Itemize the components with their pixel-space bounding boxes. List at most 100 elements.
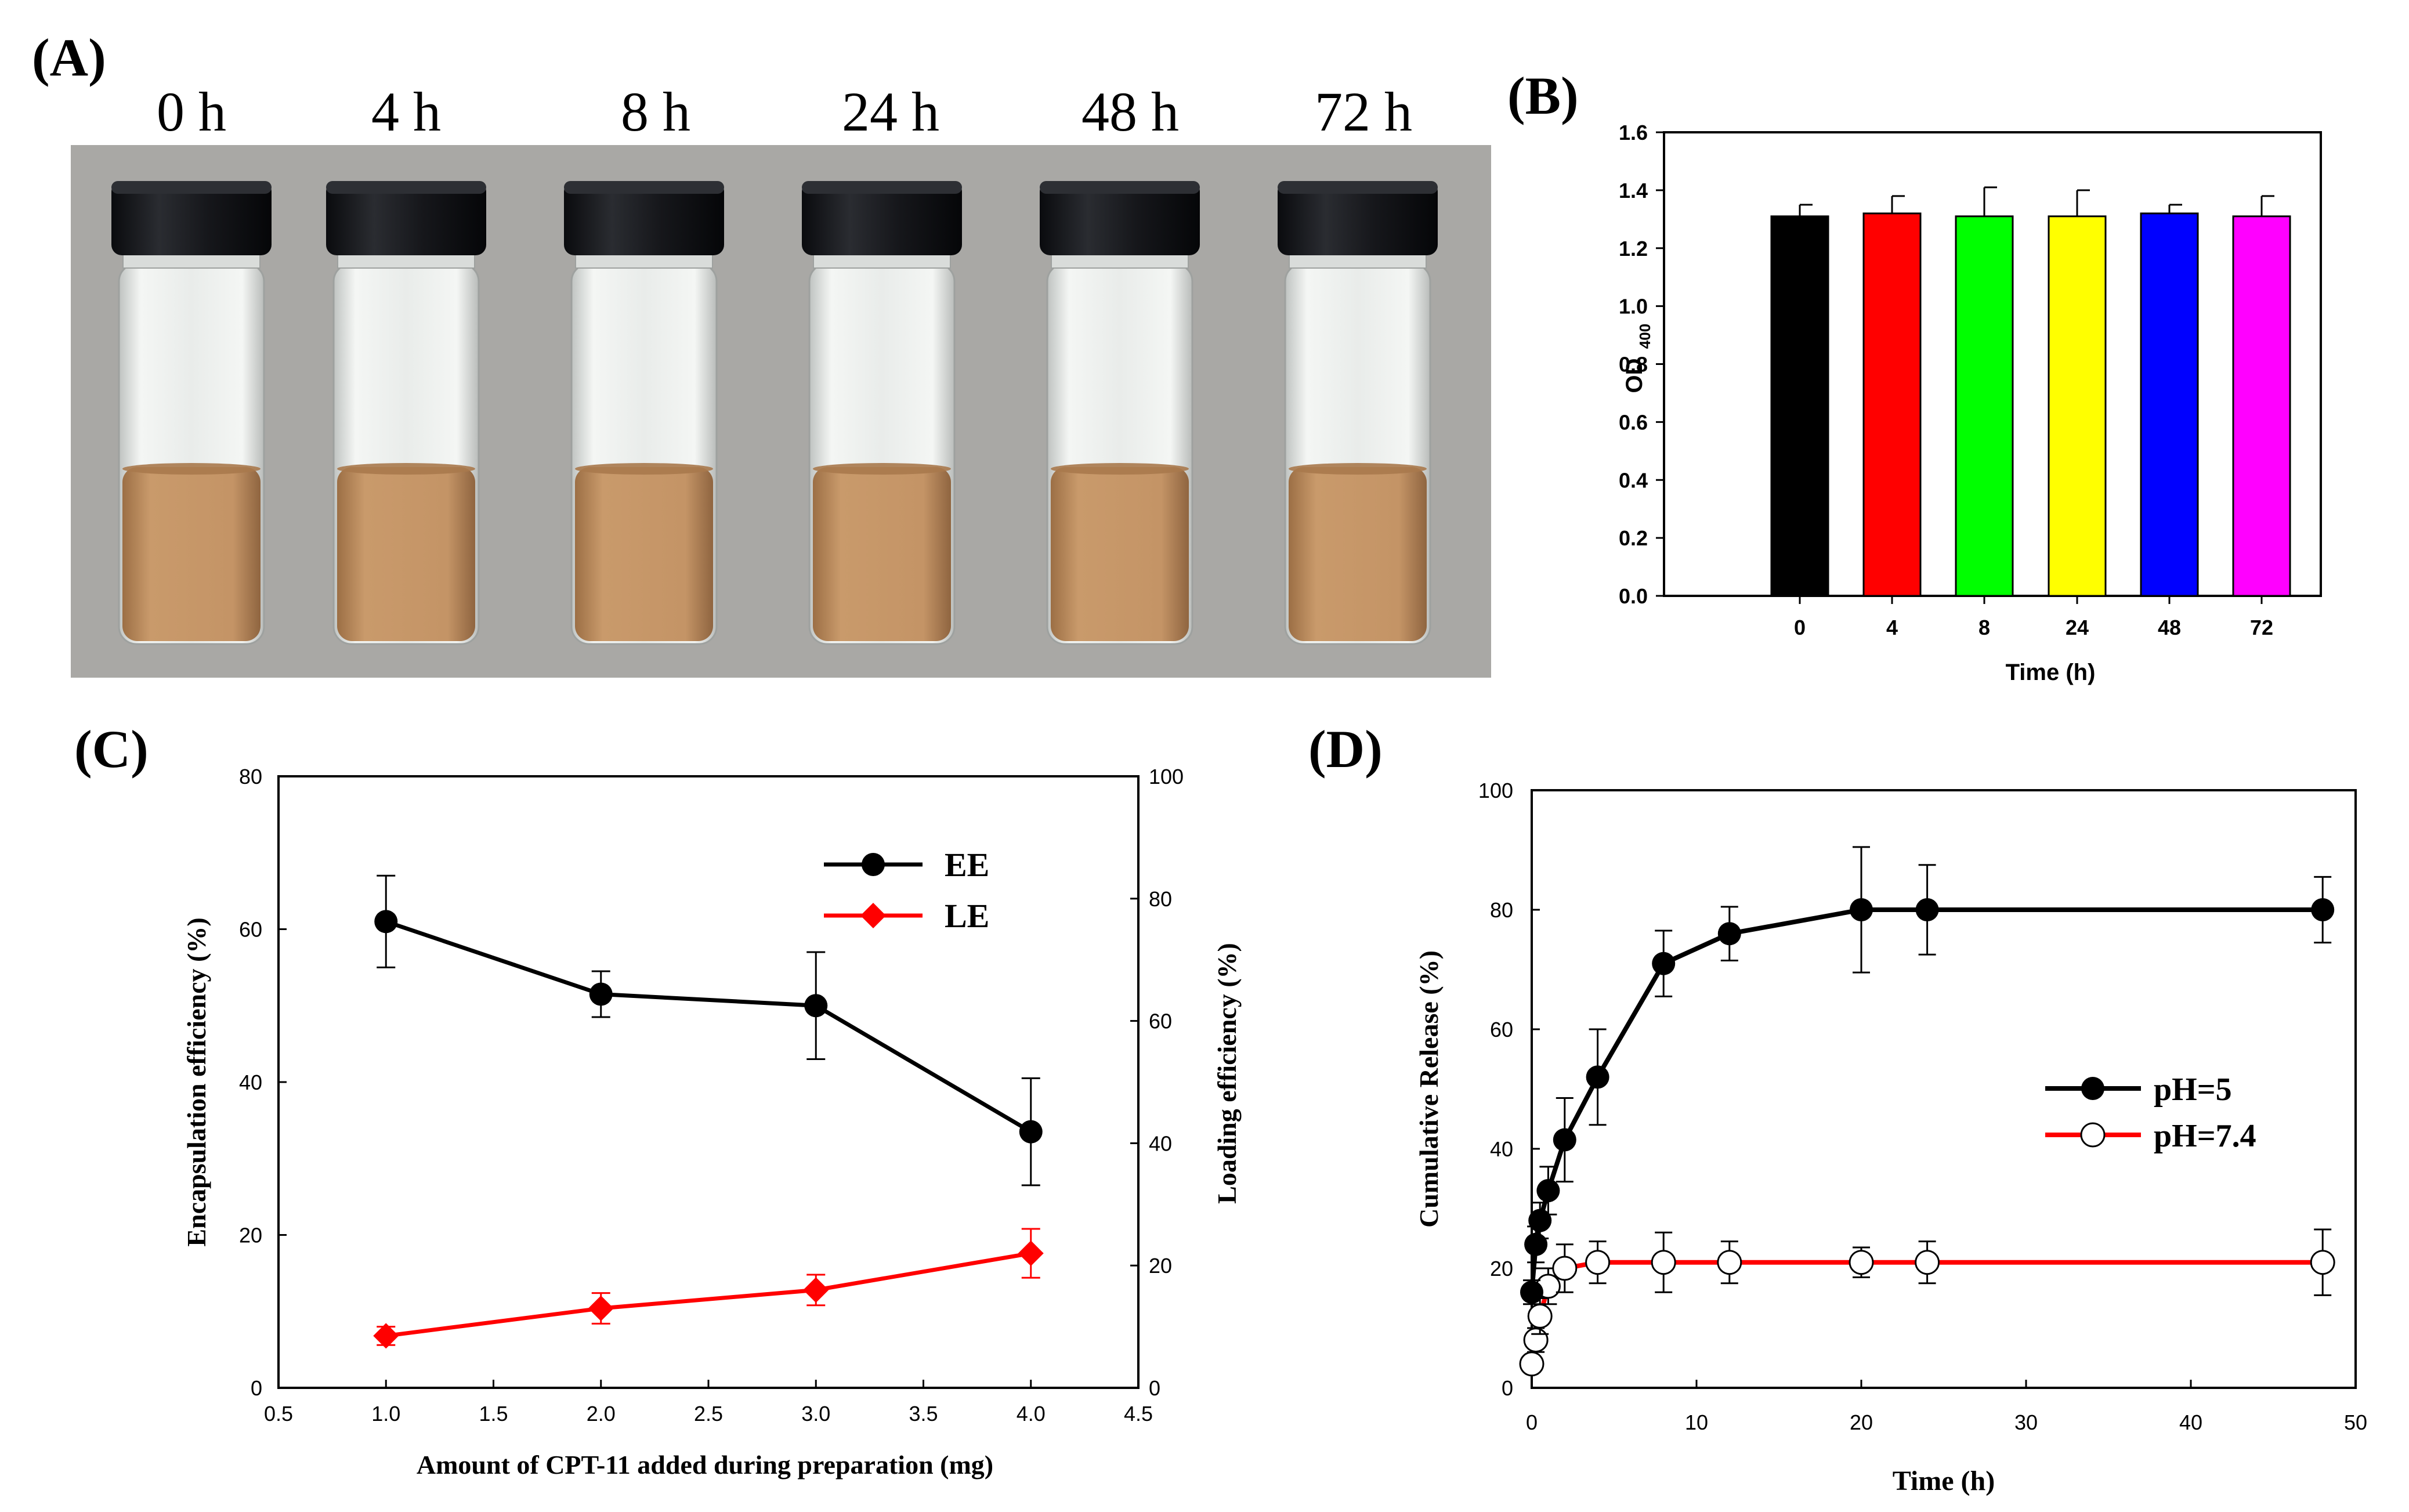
vial [111,181,272,645]
vial [564,181,724,645]
x-tick-label: 48 [2158,616,2181,639]
data-point [1519,1351,1544,1377]
x-tick-label: 0.5 [264,1402,293,1426]
series-line-le [385,1251,1032,1338]
vial-cap [802,181,962,255]
vial-liquid [813,467,951,641]
data-point [1585,1250,1611,1275]
y-axis-title: Encapsulation efficiency (%) [182,917,211,1246]
bar [2048,215,2107,597]
vial-cap [1278,181,1438,255]
y-tick-label: 0.2 [1619,526,1648,550]
time-label: 8 h [621,81,690,143]
y-tick-label: 1.6 [1619,121,1648,144]
y-tick-label: 0 [251,1376,262,1400]
liquid-meniscus [1051,463,1189,475]
bar [1770,215,1829,597]
y-axis-title-subscript: 400 [1636,324,1654,349]
data-point [1849,1250,1874,1275]
data-point [1652,952,1676,975]
chart-d: 0 10 20 30 40 50 0 20 40 60 80 100 pH=5 pH=7.4 Time (h… [1414,779,2367,1496]
y-tick-label: 100 [1478,779,1513,802]
x-tick-label: 8 [1978,616,1990,639]
y-tick-label: 40 [239,1070,262,1094]
data-point [2310,1250,2335,1275]
y2-tick-label: 0 [1149,1376,1160,1400]
data-point [1553,1128,1576,1152]
y-tick-label: 80 [1490,898,1513,922]
y-tick-label: 60 [1490,1018,1513,1041]
vial-liquid [337,467,475,641]
data-point [1717,1250,1742,1275]
cap-top [1278,181,1438,194]
data-point [1523,1327,1549,1353]
y-axis-title: Cumulative Release (%) [1414,950,1444,1228]
y-axis-title-group: OD 400 [1622,324,1654,393]
data-point [1018,1240,1044,1267]
x-axis-title: Amount of CPT-11 added during preparatio… [417,1450,993,1480]
data-point [1651,1250,1676,1275]
vial-cap [1040,181,1200,255]
x-tick-label: 0 [1526,1410,1538,1434]
y-tick-label: 0.8 [1619,353,1648,377]
vial-cap [326,181,486,255]
x-tick-label: 72 [2250,616,2273,639]
legend-marker [2080,1122,2106,1148]
y-tick-label: 20 [239,1224,262,1247]
x-tick-label: 1.5 [479,1402,508,1426]
bar [1955,215,2014,597]
x-tick-label: 24 [2066,616,2089,639]
x-axis-title: Time (h) [2006,660,2096,685]
vial-liquid [1289,467,1427,641]
x-tick-label: 4.0 [1017,1402,1046,1426]
time-label: 72 h [1315,81,1412,143]
vial-cap [564,181,724,255]
data-point [2311,898,2335,921]
vial [326,181,486,645]
x-tick-label: 30 [2014,1410,2038,1434]
data-point [588,1295,614,1321]
panel-label-b: (B) [1507,66,1579,125]
time-labels: 0 h 4 h 8 h 24 h 48 h 72 h [157,81,1412,143]
legend-label: EE [945,846,989,884]
y-tick-label: 1.2 [1619,237,1648,261]
cap-top [564,181,724,194]
x-tick-label: 3.5 [909,1402,938,1426]
bar [1862,212,1922,597]
cap-top [111,181,272,194]
y-tick-label: 0.4 [1619,468,1648,492]
liquid-meniscus [337,463,475,475]
data-point [1524,1232,1548,1256]
vials [111,181,1438,645]
y2-tick-label: 40 [1149,1131,1172,1155]
vial-liquid [575,467,713,641]
y-tick-label: 20 [1490,1257,1513,1281]
cap-top [802,181,962,194]
y-tick-label: 1.0 [1619,295,1648,319]
y2-tick-label: 60 [1149,1010,1172,1033]
data-point [1527,1303,1553,1329]
time-label: 24 h [842,81,939,143]
plot-frame [277,775,1140,1389]
legend-label: LE [945,897,989,935]
x-tick-label: 40 [2179,1410,2202,1434]
x-tick-label: 3.0 [801,1402,830,1426]
y-tick-label: 0.6 [1619,410,1648,434]
x-tick-label: 0 [1794,616,1806,639]
legend-marker [860,903,886,928]
data-point [1552,1256,1578,1281]
plot-frame [1531,789,2357,1389]
liquid-meniscus [122,463,261,475]
bar [2232,215,2291,597]
data-point [1019,1120,1043,1144]
cap-top [326,181,486,194]
legend-marker [2081,1077,2104,1100]
data-point [1915,1250,1940,1275]
y2-tick-label: 100 [1149,765,1184,788]
photo-background [71,145,1491,678]
x-tick-label: 4.5 [1124,1402,1153,1426]
vial [802,181,962,645]
vial [1278,181,1438,645]
liquid-meniscus [575,463,713,475]
data-point [1717,922,1741,946]
